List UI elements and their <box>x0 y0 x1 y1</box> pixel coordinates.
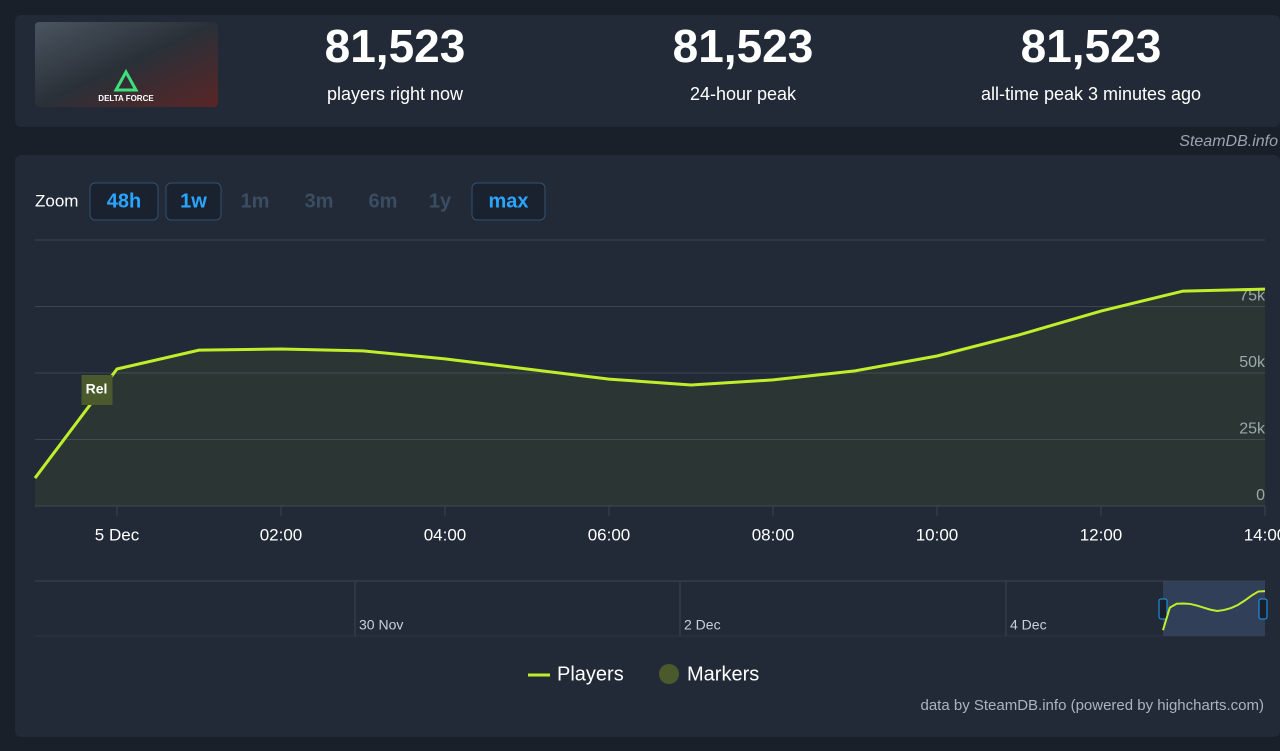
x-tick-label: 02:00 <box>260 525 303 544</box>
marker-label: Rel <box>86 381 108 397</box>
chart-panel <box>15 155 1280 737</box>
legend-label[interactable]: Markers <box>687 663 759 685</box>
zoom-button-label: 1y <box>429 190 452 212</box>
y-tick-label: 0 <box>1256 487 1265 504</box>
navigator-line <box>1162 590 1266 631</box>
stat-label: 24-hour peak <box>690 84 797 104</box>
x-tick-label: 10:00 <box>916 525 959 544</box>
navigator-label: 4 Dec <box>1010 617 1047 633</box>
zoom-label: Zoom <box>35 191 78 210</box>
zoom-button-label[interactable]: max <box>488 190 528 212</box>
zoom-button[interactable] <box>89 182 159 221</box>
x-tick-label: 14:00 <box>1244 525 1280 544</box>
marker[interactable] <box>81 375 113 405</box>
zoom-button[interactable] <box>471 182 546 221</box>
zoom-button-label[interactable]: 48h <box>107 190 141 212</box>
navigator-handle[interactable] <box>1258 598 1268 620</box>
x-tick-label: 12:00 <box>1080 525 1123 544</box>
stat-label: players right now <box>327 84 464 104</box>
area-fill <box>35 289 1265 506</box>
stat-value: 81,523 <box>325 20 466 72</box>
game-logo <box>113 68 139 92</box>
x-tick-label: 08:00 <box>752 525 795 544</box>
x-tick-label: 04:00 <box>424 525 467 544</box>
credits: data by SteamDB.info (powered by highcha… <box>921 697 1265 714</box>
zoom-button-label[interactable]: 1w <box>180 190 207 212</box>
stats-panel <box>15 15 1280 127</box>
y-tick-label: 50k <box>1239 354 1266 371</box>
navigator-selection[interactable] <box>1163 581 1265 636</box>
navigator-label: 30 Nov <box>359 617 403 633</box>
y-tick-label: 25k <box>1239 421 1266 438</box>
watermark: SteamDB.info <box>1179 133 1278 150</box>
x-tick-label: 5 Dec <box>95 525 140 544</box>
game-image[interactable] <box>35 22 218 107</box>
stat-value: 81,523 <box>673 20 814 72</box>
x-tick-label: 06:00 <box>588 525 631 544</box>
stat-value: 81,523 <box>1021 20 1162 72</box>
zoom-button-label: 3m <box>305 190 334 212</box>
navigator-handle[interactable] <box>1158 598 1168 620</box>
series-line <box>33 287 1266 479</box>
zoom-button-label: 1m <box>241 190 270 212</box>
game-image-text: DELTA FORCE <box>98 94 154 103</box>
y-tick-label: 75k <box>1239 288 1266 305</box>
zoom-button-label: 6m <box>369 190 398 212</box>
zoom-button[interactable] <box>165 182 222 221</box>
legend-label[interactable]: Players <box>557 663 624 685</box>
stat-label: all-time peak 3 minutes ago <box>981 84 1201 104</box>
legend-marker <box>659 664 679 684</box>
navigator-label: 2 Dec <box>684 617 721 633</box>
